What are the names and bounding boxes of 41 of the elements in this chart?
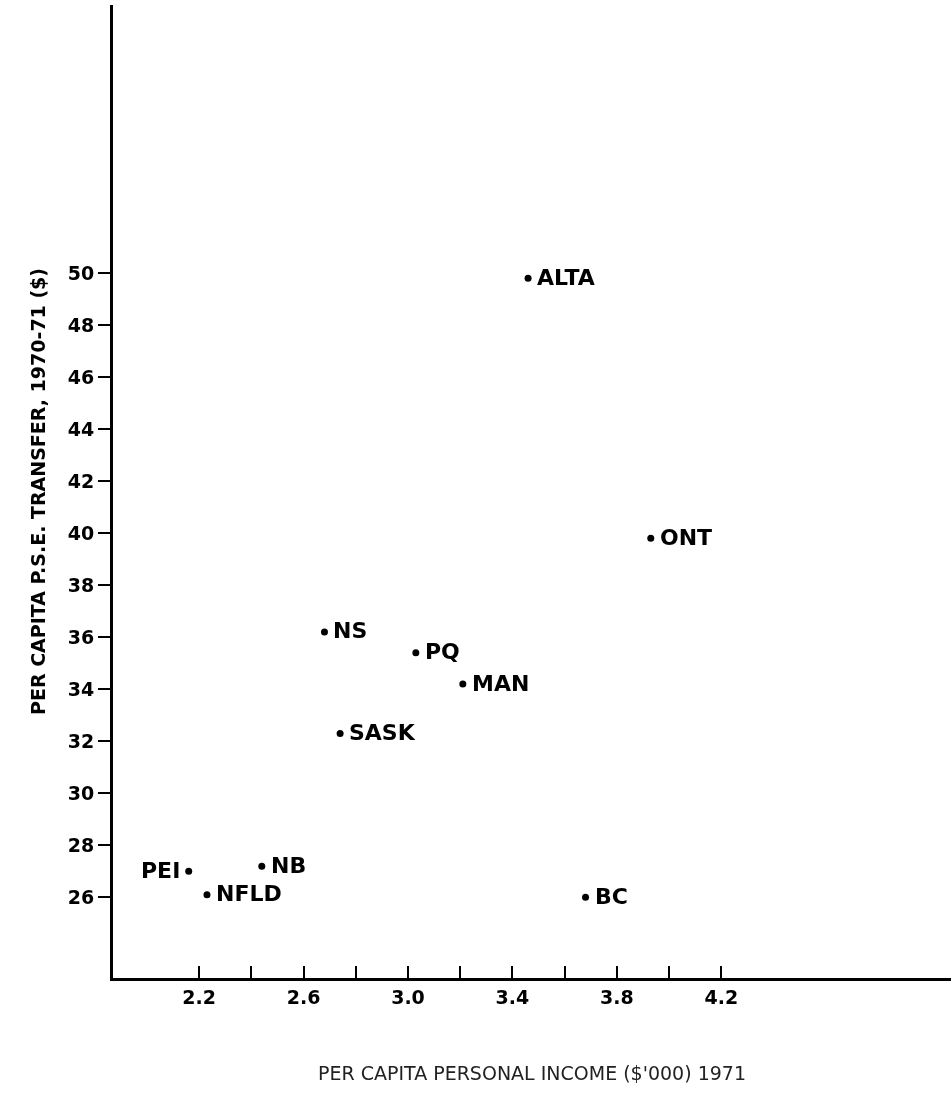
x-tick-label: 4.2 bbox=[704, 985, 739, 1008]
annotation: NS bbox=[333, 618, 368, 643]
y-tick-label: 26 bbox=[67, 886, 95, 908]
y-tick-label: 34 bbox=[67, 677, 95, 700]
y-axis-title: PER CAPITA P.S.E. TRANSFER, 1970-71 ($) bbox=[26, 267, 49, 716]
x-tick-label: 3.0 bbox=[391, 985, 425, 1008]
y-tick-label: 40 bbox=[67, 521, 95, 544]
point bbox=[582, 893, 590, 901]
annotation: ALTA bbox=[537, 265, 595, 290]
x-tick-label: 3.4 bbox=[495, 985, 530, 1008]
point bbox=[320, 628, 328, 636]
y-tick-label: 46 bbox=[67, 365, 95, 388]
annotation: SASK bbox=[349, 720, 416, 745]
point bbox=[459, 680, 467, 688]
point bbox=[258, 862, 266, 870]
x-tick-label: 2.2 bbox=[182, 985, 216, 1008]
y-tick-label: 32 bbox=[67, 729, 95, 752]
point bbox=[336, 729, 344, 737]
point bbox=[647, 534, 655, 542]
y-tick-label: 38 bbox=[67, 573, 95, 596]
annotation: PQ bbox=[425, 639, 460, 664]
annotation: MAN bbox=[472, 671, 530, 696]
y-tick-label: 30 bbox=[67, 781, 95, 804]
y-tick-label: 36 bbox=[67, 625, 95, 648]
point bbox=[203, 891, 211, 899]
x-tick-label: 2.6 bbox=[286, 985, 321, 1008]
annotation: PEI bbox=[141, 858, 181, 883]
x-tick-label: 3.8 bbox=[600, 985, 634, 1008]
y-tick-label: 42 bbox=[67, 469, 95, 492]
annotation: BC bbox=[595, 884, 628, 909]
y-tick-label: 28 bbox=[67, 833, 95, 856]
annotation: NFLD bbox=[216, 881, 282, 906]
y-tick-label: 50 bbox=[67, 261, 95, 284]
point bbox=[524, 274, 532, 282]
point bbox=[185, 867, 193, 875]
y-tick-label: 44 bbox=[67, 417, 95, 440]
x-axis-title: PER CAPITA PERSONAL INCOME ($'000) 1971 bbox=[318, 1061, 746, 1084]
annotation: NB bbox=[271, 853, 307, 878]
point bbox=[412, 649, 420, 657]
y-tick-label: 48 bbox=[67, 313, 95, 336]
annotation: ONT bbox=[660, 525, 713, 550]
